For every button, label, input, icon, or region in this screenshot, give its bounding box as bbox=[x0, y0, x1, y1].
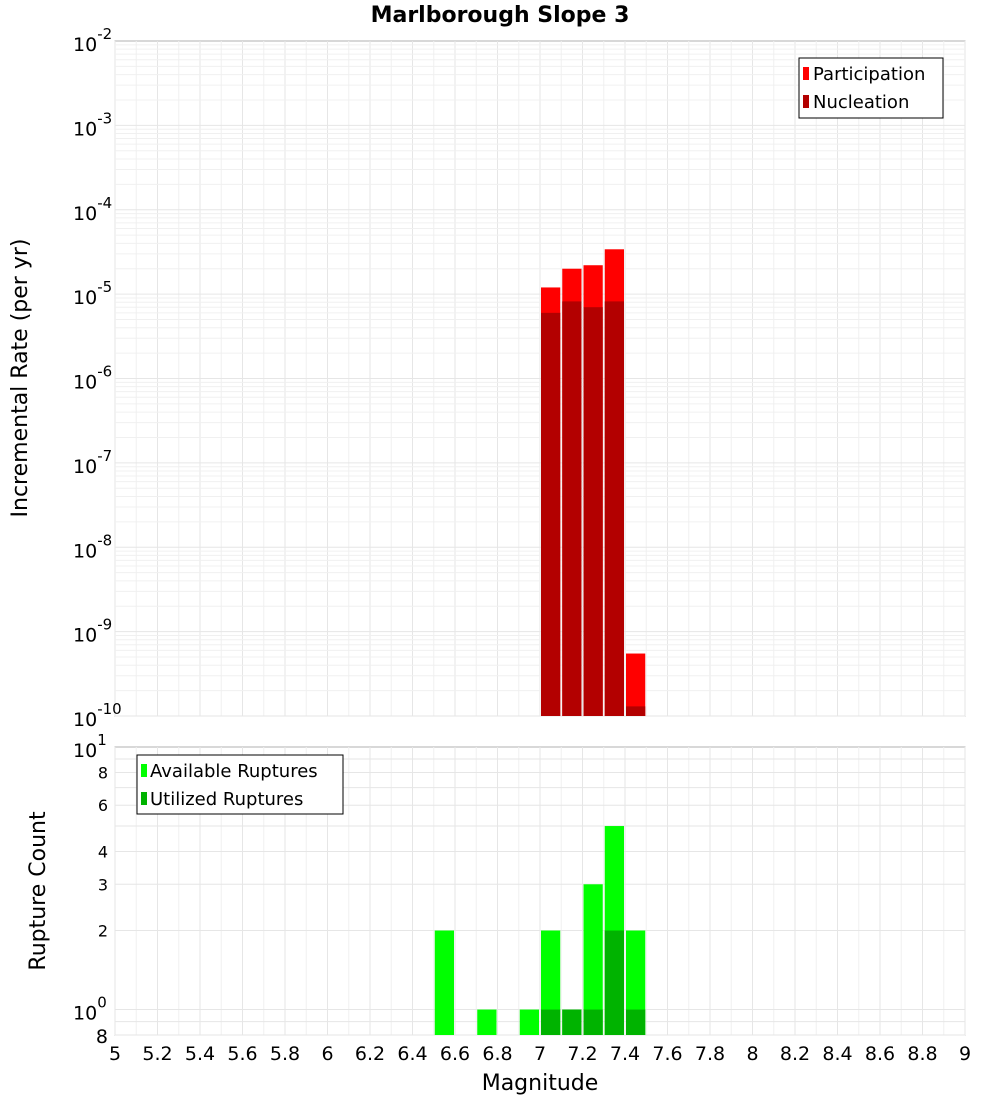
count-utilized-ruptures-bar bbox=[541, 1009, 561, 1035]
utilized-legend-swatch bbox=[141, 792, 147, 805]
y-tick-label: 6 bbox=[98, 796, 108, 815]
top-y-axis-label: Incremental Rate (per yr) bbox=[8, 239, 33, 518]
x-tick-label: 8 bbox=[746, 1043, 758, 1065]
x-axis-label: Magnitude bbox=[482, 1071, 599, 1096]
y-tick-label: 10-4 bbox=[73, 194, 112, 225]
count-utilized-ruptures-bar bbox=[626, 1009, 646, 1035]
y-tick-label: 100 bbox=[73, 994, 107, 1025]
count-utilized-ruptures-bar bbox=[604, 930, 624, 1035]
participation-legend-swatch bbox=[803, 67, 809, 80]
x-tick-label: 6.6 bbox=[440, 1043, 470, 1065]
count-available-ruptures-bar bbox=[519, 1009, 539, 1035]
count-available-ruptures-bar bbox=[434, 930, 454, 1035]
available-legend-label: Available Ruptures bbox=[150, 761, 318, 782]
y-tick-label: 3 bbox=[98, 875, 108, 894]
rate-nucleation-bar bbox=[604, 301, 624, 716]
available-legend-swatch bbox=[141, 764, 147, 777]
x-tick-label: 6.4 bbox=[397, 1043, 427, 1065]
top-grid bbox=[114, 41, 966, 717]
y-tick-label: 10-10 bbox=[73, 700, 122, 731]
utilized-legend-label: Utilized Ruptures bbox=[150, 789, 303, 810]
count-available-ruptures-bar bbox=[626, 930, 646, 1035]
y-tick-label: 8 bbox=[96, 1026, 108, 1048]
x-tick-label: 7 bbox=[534, 1043, 546, 1065]
x-tick-label: 5.2 bbox=[142, 1043, 172, 1065]
top-bars bbox=[541, 249, 646, 716]
x-tick-label: 7.8 bbox=[695, 1043, 725, 1065]
rate-participation-bar bbox=[626, 653, 646, 716]
y-tick-label: 10-8 bbox=[73, 531, 112, 562]
x-tick-label: 6 bbox=[321, 1043, 333, 1065]
y-tick-label: 10-5 bbox=[73, 278, 112, 309]
x-tick-label: 8.8 bbox=[907, 1043, 937, 1065]
y-tick-label: 8 bbox=[98, 763, 108, 782]
bottom-bars bbox=[434, 826, 646, 1035]
y-tick-label: 10-2 bbox=[73, 25, 112, 56]
x-tick-label: 7.4 bbox=[610, 1043, 640, 1065]
rate-nucleation-bar bbox=[562, 301, 582, 716]
x-tick-label: 5.4 bbox=[185, 1043, 215, 1065]
chart-title: Marlborough Slope 3 bbox=[371, 3, 630, 28]
y-tick-label: 10-9 bbox=[73, 616, 112, 647]
y-tick-label: 10-7 bbox=[73, 447, 112, 478]
nucleation-legend-label: Nucleation bbox=[813, 92, 909, 113]
x-tick-label: 8.4 bbox=[822, 1043, 852, 1065]
nucleation-legend-swatch bbox=[803, 95, 809, 108]
x-tick-label: 6.8 bbox=[482, 1043, 512, 1065]
y-tick-label: 2 bbox=[98, 922, 108, 941]
x-tick-label: 7.6 bbox=[652, 1043, 682, 1065]
y-tick-label: 10-3 bbox=[73, 109, 112, 140]
y-tick-label: 101 bbox=[73, 731, 107, 762]
top-y-ticks: 10-10 10-9 10-8 10-7 10-6 10-5 10-4 10-3 10-2 bbox=[73, 25, 122, 731]
bottom-legend-box bbox=[136, 754, 344, 815]
top-plot: 10-10 10-9 10-8 10-7 10-6 10-5 10-4 10-3 10-2 In… bbox=[8, 25, 966, 731]
rate-nucleation-bar bbox=[541, 312, 561, 716]
count-utilized-ruptures-bar bbox=[562, 1009, 582, 1035]
top-legend: Participation Nucleation bbox=[798, 57, 944, 119]
bottom-legend: Available Ruptures Utilized Ruptures bbox=[136, 754, 344, 815]
count-available-ruptures-bar bbox=[583, 884, 603, 1035]
bottom-y-axis-label: Rupture Count bbox=[26, 811, 51, 971]
count-available-ruptures-bar bbox=[477, 1009, 497, 1035]
x-tick-label: 8.2 bbox=[780, 1043, 810, 1065]
count-utilized-ruptures-bar bbox=[583, 1009, 603, 1035]
x-tick-label: 7.2 bbox=[567, 1043, 597, 1065]
x-tick-label: 6.2 bbox=[355, 1043, 385, 1065]
y-tick-label: 4 bbox=[98, 842, 108, 861]
rate-nucleation-bar bbox=[583, 307, 603, 716]
x-tick-label: 5 bbox=[109, 1043, 121, 1065]
count-available-ruptures-bar bbox=[541, 930, 561, 1035]
participation-legend-label: Participation bbox=[813, 64, 925, 85]
x-tick-label: 9 bbox=[959, 1043, 971, 1065]
y-tick-label: 10-6 bbox=[73, 363, 112, 394]
x-tick-label: 8.6 bbox=[865, 1043, 895, 1065]
x-tick-label: 5.6 bbox=[227, 1043, 257, 1065]
top-legend-box bbox=[798, 57, 944, 119]
rate-nucleation-bar bbox=[626, 706, 646, 716]
x-ticks: 5 5.2 5.4 5.6 5.8 6 6.2 6.4 6.6 6.8 7 7.2 7.4 7.6 7.8 8… bbox=[109, 1043, 971, 1065]
x-tick-label: 5.8 bbox=[270, 1043, 300, 1065]
